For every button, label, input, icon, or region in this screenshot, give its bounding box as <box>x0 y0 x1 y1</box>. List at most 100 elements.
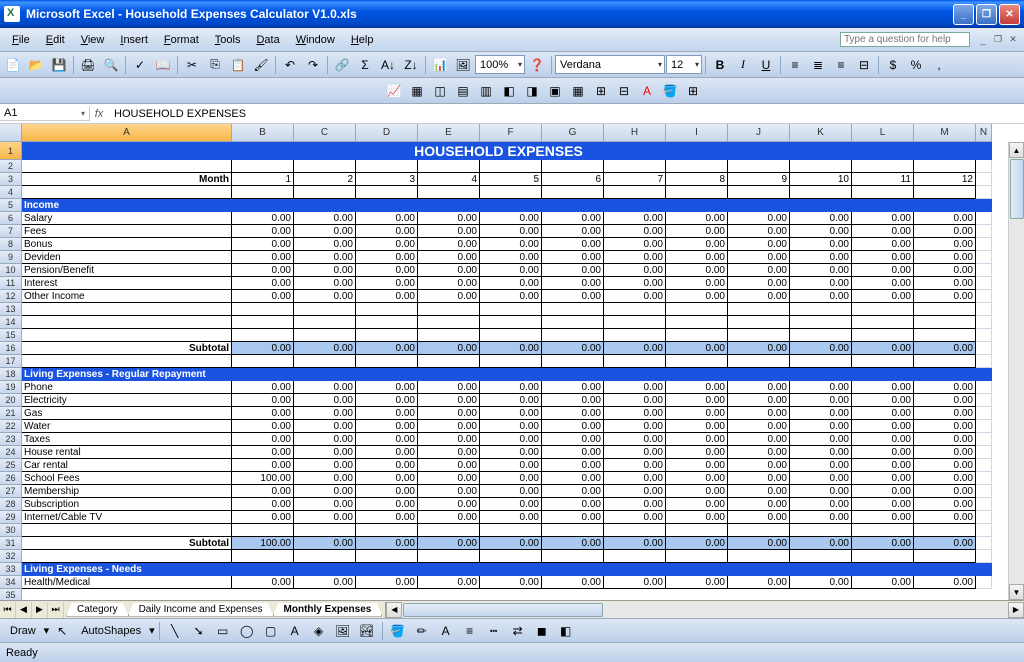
cell[interactable]: 0.00 <box>294 264 356 277</box>
cell[interactable]: 0.00 <box>604 394 666 407</box>
cell[interactable]: 0.00 <box>356 498 418 511</box>
cell[interactable] <box>976 368 992 381</box>
column-header-C[interactable]: C <box>294 124 356 142</box>
cell[interactable] <box>728 186 790 199</box>
cell[interactable]: 0.00 <box>790 433 852 446</box>
cell[interactable]: 0.00 <box>790 537 852 550</box>
cell[interactable] <box>294 160 356 173</box>
cell[interactable] <box>976 303 992 316</box>
horizontal-scrollbar[interactable]: ◀ ▶ <box>385 602 1024 618</box>
cell[interactable]: 0.00 <box>480 433 542 446</box>
percent-button[interactable]: % <box>905 54 927 76</box>
cell[interactable] <box>604 316 666 329</box>
cell[interactable] <box>976 394 992 407</box>
cell[interactable] <box>728 329 790 342</box>
print-button[interactable]: 🖨 <box>77 54 99 76</box>
cell[interactable]: 0.00 <box>666 394 728 407</box>
cell[interactable]: 0.00 <box>542 446 604 459</box>
row-header-21[interactable]: 21 <box>0 407 22 420</box>
cell[interactable] <box>604 186 666 199</box>
cell[interactable]: 0.00 <box>232 342 294 355</box>
align-center-button[interactable]: ≣ <box>807 54 829 76</box>
tab-nav[interactable]: ⏮ ◀ ▶ ⏭ <box>0 602 64 618</box>
cell[interactable] <box>418 303 480 316</box>
cell[interactable]: 5 <box>480 173 542 186</box>
cell[interactable]: 0.00 <box>542 251 604 264</box>
cell[interactable]: 0.00 <box>604 225 666 238</box>
doc-restore-button[interactable]: ❐ <box>991 33 1005 47</box>
cell[interactable] <box>976 264 992 277</box>
cell[interactable] <box>790 329 852 342</box>
cell[interactable] <box>480 316 542 329</box>
cell[interactable]: 0.00 <box>480 511 542 524</box>
cell[interactable] <box>790 303 852 316</box>
cell[interactable]: 0.00 <box>480 459 542 472</box>
cell[interactable]: 0.00 <box>480 277 542 290</box>
cell[interactable]: 0.00 <box>604 485 666 498</box>
cell[interactable] <box>232 524 294 537</box>
cell[interactable] <box>666 524 728 537</box>
cell[interactable]: 4 <box>418 173 480 186</box>
autosum-button[interactable]: Σ <box>354 54 376 76</box>
cell[interactable]: 0.00 <box>666 498 728 511</box>
cell[interactable]: 0.00 <box>790 498 852 511</box>
menu-window[interactable]: Window <box>288 31 343 49</box>
cell[interactable]: 0.00 <box>790 459 852 472</box>
cell[interactable]: 9 <box>728 173 790 186</box>
cell[interactable]: 3 <box>356 173 418 186</box>
cell[interactable] <box>542 524 604 537</box>
font-name-select[interactable]: Verdana <box>555 55 665 74</box>
cell[interactable] <box>852 186 914 199</box>
cell[interactable] <box>418 329 480 342</box>
menu-edit[interactable]: Edit <box>38 31 73 49</box>
cell[interactable]: 0.00 <box>294 407 356 420</box>
cell[interactable]: 0.00 <box>728 407 790 420</box>
arrow-style-icon[interactable]: ⇄ <box>507 620 529 642</box>
cell[interactable]: Health/Medical <box>22 576 232 589</box>
cell[interactable] <box>790 160 852 173</box>
cell[interactable]: 0.00 <box>914 251 976 264</box>
cell[interactable]: 0.00 <box>790 277 852 290</box>
cell[interactable]: 0.00 <box>852 485 914 498</box>
cell[interactable]: 0.00 <box>852 264 914 277</box>
cell[interactable]: 0.00 <box>232 264 294 277</box>
cell[interactable]: 0.00 <box>356 342 418 355</box>
cell[interactable] <box>418 316 480 329</box>
scroll-up-button[interactable]: ▲ <box>1009 142 1024 158</box>
row-header-27[interactable]: 27 <box>0 485 22 498</box>
row-header-13[interactable]: 13 <box>0 303 22 316</box>
fill-color-icon[interactable]: 🪣 <box>387 620 409 642</box>
cell[interactable]: Month <box>22 173 232 186</box>
cell[interactable]: 0.00 <box>542 212 604 225</box>
cell[interactable] <box>232 303 294 316</box>
cell[interactable]: 0.00 <box>294 381 356 394</box>
fx-icon[interactable]: fx <box>90 108 108 120</box>
cell[interactable] <box>852 329 914 342</box>
cell[interactable]: 0.00 <box>914 342 976 355</box>
cell[interactable]: 0.00 <box>604 290 666 303</box>
cell[interactable]: 0.00 <box>480 238 542 251</box>
cell[interactable]: 0.00 <box>418 472 480 485</box>
cell[interactable] <box>480 186 542 199</box>
cell[interactable] <box>976 316 992 329</box>
cell[interactable]: 0.00 <box>232 485 294 498</box>
cell[interactable]: 0.00 <box>914 576 976 589</box>
cell[interactable]: 0.00 <box>728 225 790 238</box>
menu-file[interactable]: File <box>4 31 38 49</box>
spelling-button[interactable]: ✓ <box>129 54 151 76</box>
cell[interactable] <box>666 186 728 199</box>
cell[interactable] <box>480 329 542 342</box>
cell[interactable]: 0.00 <box>542 576 604 589</box>
column-header-M[interactable]: M <box>914 124 976 142</box>
cell[interactable]: 0.00 <box>232 459 294 472</box>
cell[interactable] <box>22 186 232 199</box>
font-color-icon[interactable]: A <box>636 80 658 102</box>
cell[interactable]: 0.00 <box>666 225 728 238</box>
row-header-8[interactable]: 8 <box>0 238 22 251</box>
cell[interactable] <box>976 238 992 251</box>
cell[interactable]: 0.00 <box>356 511 418 524</box>
shadow-icon[interactable]: ◼ <box>531 620 553 642</box>
cell[interactable]: 0.00 <box>294 251 356 264</box>
sort-asc-button[interactable]: A↓ <box>377 54 399 76</box>
underline-button[interactable]: U <box>755 54 777 76</box>
